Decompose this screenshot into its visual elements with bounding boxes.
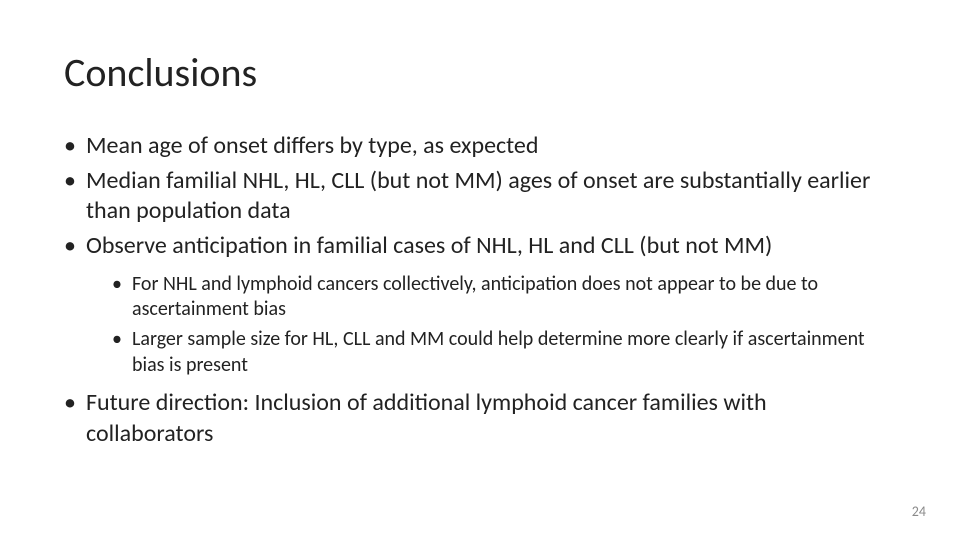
sub-bullet-text: Larger sample size for HL, CLL and MM co… (132, 327, 865, 377)
sub-bullet-item: Larger sample size for HL, CLL and MM co… (112, 327, 896, 378)
page-number: 24 (912, 503, 926, 520)
slide-title: Conclusions (64, 48, 896, 97)
bullet-text: Observe anticipation in familial cases o… (86, 231, 772, 260)
bullet-text: Median familial NHL, HL, CLL (but not MM… (86, 166, 870, 226)
bullet-list: Mean age of onset differs by type, as ex… (64, 131, 896, 450)
sub-bullet-item: For NHL and lymphoid cancers collectivel… (112, 272, 896, 323)
bullet-item: Median familial NHL, HL, CLL (but not MM… (64, 166, 896, 227)
slide: Conclusions Mean age of onset differs by… (0, 0, 960, 540)
bullet-item: Observe anticipation in familial cases o… (64, 231, 896, 378)
bullet-text: Mean age of onset differs by type, as ex… (86, 131, 538, 160)
bullet-item: Mean age of onset differs by type, as ex… (64, 131, 896, 162)
sub-bullet-list: For NHL and lymphoid cancers collectivel… (86, 272, 896, 378)
sub-bullet-text: For NHL and lymphoid cancers collectivel… (132, 272, 818, 322)
bullet-item: Future direction: Inclusion of additiona… (64, 388, 896, 449)
bullet-text: Future direction: Inclusion of additiona… (86, 388, 767, 448)
